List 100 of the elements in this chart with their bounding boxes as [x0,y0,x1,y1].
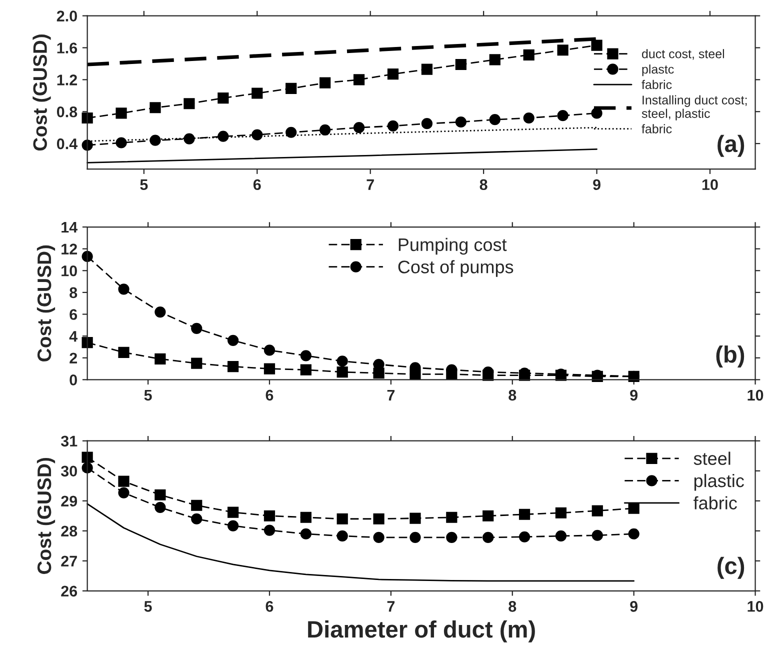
annotation: (a) [718,134,744,157]
point [523,49,534,60]
point [300,528,312,540]
point [557,44,568,56]
point [154,306,166,318]
y-tick-label: 8 [70,287,78,298]
y-axis-title: Cost (GUSD) [36,458,56,574]
legend-label: plastic [694,474,744,491]
point [191,322,202,334]
point [320,124,331,136]
point [264,363,276,374]
point [320,77,331,88]
point [455,58,466,70]
y-tick-label: 0.4 [56,138,78,150]
x-tick-label: 5 [144,390,152,401]
point [387,120,399,132]
point [592,505,603,516]
x-tick-label: 10 [702,179,718,190]
x-tick-label: 7 [366,179,374,190]
legend-label: duct cost, steel [642,49,724,60]
point [118,346,130,358]
point [150,102,161,114]
y-tick-label: 1.2 [57,74,77,86]
point [336,530,348,542]
point [264,524,276,536]
point [150,134,161,146]
y-tick-label: 31 [60,436,78,447]
point [421,118,433,130]
point [252,129,263,140]
point [446,532,458,544]
point [264,510,276,522]
y-tick-label: 6 [70,309,78,320]
x-tick-label: 7 [387,390,395,400]
point [264,344,276,356]
legend-label: Cost of pumps [398,260,514,277]
point [555,530,567,542]
y-tick-label: 26 [61,586,78,597]
point [82,140,93,151]
point [410,512,421,524]
point [218,130,229,142]
point [154,489,166,500]
point [300,350,312,362]
point [228,334,239,346]
x-tick-label: 5 [140,179,148,190]
legend-label: fabric [642,124,672,134]
y-tick-label: 28 [61,526,78,537]
y-tick-label: 0.8 [56,106,78,118]
point [286,82,297,94]
point [116,137,127,148]
point [489,54,500,66]
point [184,98,195,110]
point [154,502,166,514]
legend-label: Pumping cost [398,238,507,255]
point [336,513,348,524]
point [228,506,239,518]
y-tick-label: 1.6 [57,42,78,54]
point [523,112,534,124]
x-tick-label: 6 [253,179,261,190]
point [489,114,500,126]
y-tick-label: 2.0 [56,10,77,22]
y-tick-label: 4 [69,331,78,342]
point [116,108,127,119]
x-tick-label: 9 [593,179,600,190]
point [628,528,640,540]
legend-label: plastc [642,64,674,76]
x-tick-label: 8 [508,390,516,401]
line-series [86,503,635,582]
x-tick-label: 6 [266,601,274,612]
point [592,530,603,541]
x-tick-label: 7 [387,601,395,612]
point [373,532,384,544]
point [482,510,494,522]
point [82,337,93,348]
point [118,487,130,498]
y-tick-label: 12 [62,244,77,254]
x-tick-label: 8 [508,601,516,612]
y-tick-label: 27 [61,556,77,566]
point [82,112,93,124]
y-tick-label: 0 [70,374,77,386]
point [118,476,130,487]
point [373,513,384,524]
point [555,507,567,518]
x-axis-title: Diameter of duct (m) [308,620,535,642]
y-axis-title: Cost (GUSD) [32,34,51,151]
point [228,520,239,532]
point [82,250,93,262]
point [446,512,458,523]
y-tick-label: 10 [62,265,77,276]
point [410,532,421,544]
point [336,366,348,378]
y-axis-title: Cost (GUSD) [36,245,56,362]
legend-label: steel [694,452,730,465]
y-tick-label: 29 [61,496,78,507]
point [118,284,130,295]
legend-label: fabric [694,496,737,510]
point [218,92,229,104]
x-tick-label: 9 [630,390,638,401]
point [336,356,348,367]
point [353,122,365,134]
y-tick-label: 14 [62,222,78,233]
